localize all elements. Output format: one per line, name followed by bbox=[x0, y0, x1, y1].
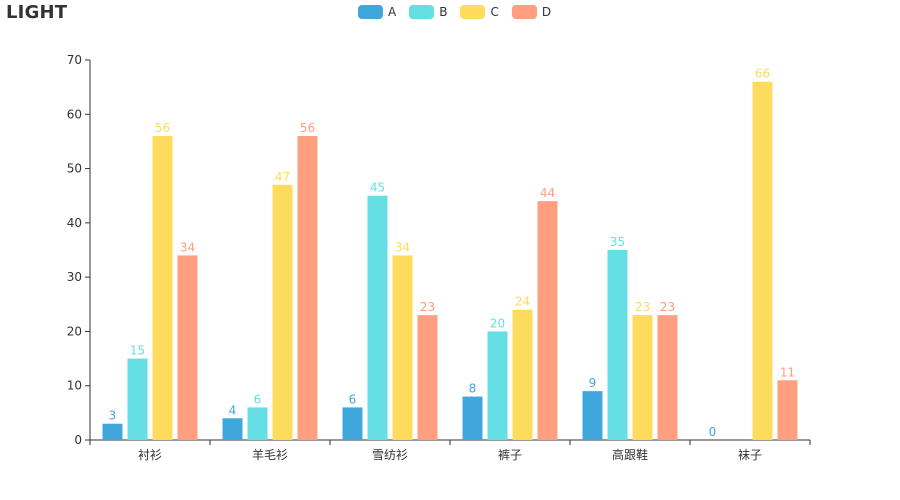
data-label-c: 66 bbox=[755, 67, 770, 81]
bar-d bbox=[657, 315, 678, 440]
bar-a bbox=[222, 418, 243, 440]
x-tick-label: 袜子 bbox=[738, 448, 762, 462]
y-tick-label: 0 bbox=[74, 433, 82, 447]
legend: A B C D bbox=[358, 5, 564, 19]
data-label-a: 9 bbox=[589, 376, 597, 390]
y-tick-label: 60 bbox=[67, 107, 82, 121]
bar-c bbox=[152, 136, 173, 440]
data-label-a: 4 bbox=[229, 403, 237, 417]
data-label-a: 0 bbox=[709, 425, 717, 439]
x-tick-label: 衬衫 bbox=[138, 448, 162, 462]
bar-c bbox=[272, 184, 293, 440]
data-label-d: 44 bbox=[540, 186, 555, 200]
bar-a bbox=[582, 391, 603, 440]
bar-a bbox=[102, 423, 123, 440]
x-tick-label: 雪纺衫 bbox=[372, 448, 408, 462]
data-label-d: 11 bbox=[780, 365, 795, 379]
x-tick-label: 高跟鞋 bbox=[612, 447, 648, 462]
bar-a bbox=[342, 407, 363, 440]
data-label-a: 8 bbox=[469, 382, 477, 396]
data-label-d: 56 bbox=[300, 121, 315, 135]
bar-c bbox=[512, 309, 533, 440]
bar-c bbox=[632, 315, 653, 440]
bar-b bbox=[487, 331, 508, 440]
bar-c bbox=[392, 255, 413, 440]
bar-b bbox=[607, 250, 628, 440]
legend-label-d: D bbox=[541, 5, 552, 19]
bar-b bbox=[367, 195, 388, 440]
bar-b bbox=[247, 407, 268, 440]
bar-d bbox=[297, 136, 318, 440]
data-label-c: 56 bbox=[155, 121, 170, 135]
data-label-a: 3 bbox=[109, 409, 117, 423]
y-tick-label: 30 bbox=[67, 270, 82, 284]
data-label-c: 34 bbox=[395, 240, 410, 254]
legend-label-c: C bbox=[490, 5, 499, 19]
bar-d bbox=[417, 315, 438, 440]
data-label-b: 35 bbox=[610, 235, 625, 249]
data-label-d: 34 bbox=[180, 240, 195, 254]
legend-swatch-a bbox=[358, 5, 383, 19]
y-tick-label: 40 bbox=[67, 216, 82, 230]
data-label-a: 6 bbox=[349, 392, 357, 406]
bar-d bbox=[177, 255, 198, 440]
y-tick-label: 50 bbox=[67, 162, 82, 176]
bar-b bbox=[127, 358, 148, 440]
y-tick-label: 70 bbox=[67, 53, 82, 67]
data-label-d: 23 bbox=[420, 300, 435, 314]
data-label-b: 20 bbox=[490, 316, 505, 330]
data-label-b: 6 bbox=[254, 392, 262, 406]
bar-d bbox=[777, 380, 798, 440]
data-label-c: 47 bbox=[275, 170, 290, 184]
data-label-b: 45 bbox=[370, 181, 385, 195]
legend-swatch-d bbox=[511, 5, 537, 19]
data-label-c: 24 bbox=[515, 295, 530, 309]
legend-item-c[interactable]: C bbox=[460, 5, 499, 19]
legend-label-a: A bbox=[388, 5, 397, 19]
legend-item-a[interactable]: A bbox=[358, 5, 396, 19]
data-label-c: 23 bbox=[635, 300, 650, 314]
bar-a bbox=[462, 396, 483, 440]
y-tick-label: 10 bbox=[67, 379, 82, 393]
chart-title: LIGHT bbox=[6, 2, 68, 23]
bar-c bbox=[752, 81, 773, 440]
legend-swatch-b bbox=[409, 5, 435, 19]
legend-item-d[interactable]: D bbox=[511, 5, 552, 19]
y-tick-label: 20 bbox=[67, 324, 82, 338]
x-tick-label: 裤子 bbox=[498, 448, 522, 462]
bar-d bbox=[537, 201, 558, 440]
legend-label-b: B bbox=[439, 5, 448, 19]
data-label-d: 23 bbox=[660, 300, 675, 314]
legend-swatch-c bbox=[460, 5, 486, 19]
data-label-b: 15 bbox=[130, 344, 145, 358]
legend-item-b[interactable]: B bbox=[409, 5, 447, 19]
x-tick-label: 羊毛衫 bbox=[252, 447, 288, 462]
